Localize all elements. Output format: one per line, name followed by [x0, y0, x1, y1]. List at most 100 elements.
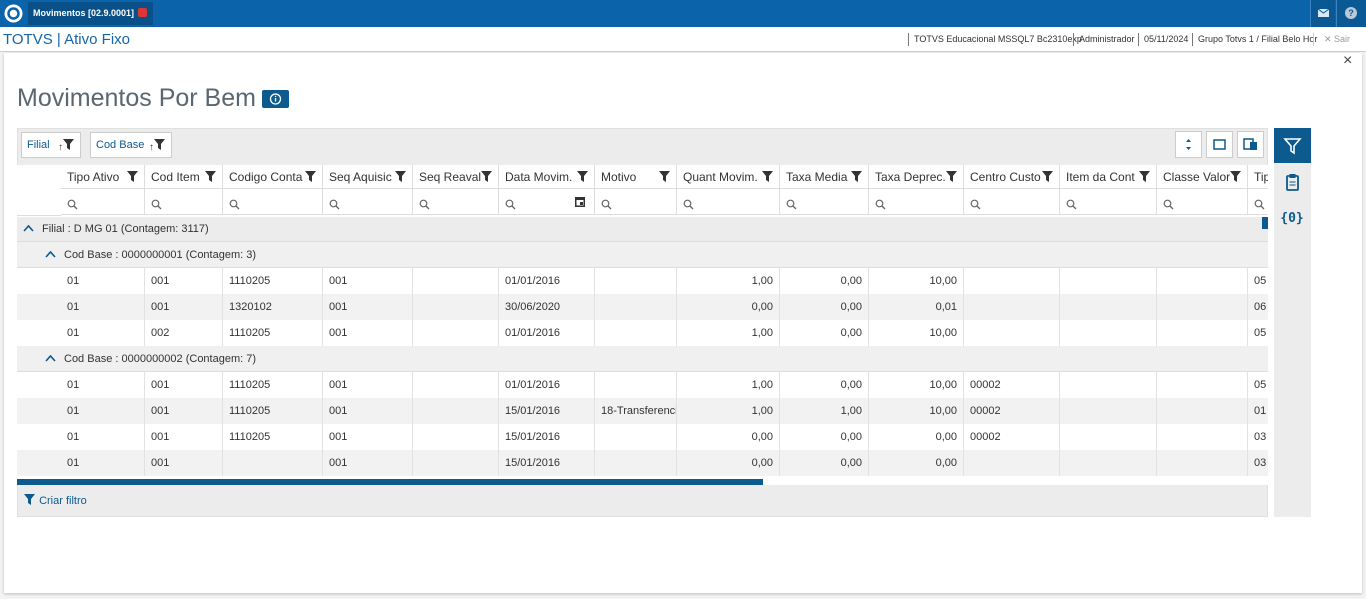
column-filter[interactable] — [946, 171, 957, 184]
column-search[interactable] — [677, 189, 780, 215]
grid-cell[interactable]: 001 — [145, 294, 223, 320]
column-header[interactable]: Classe Valor — [1157, 165, 1248, 189]
grid-cell[interactable] — [413, 398, 499, 424]
grid-cell[interactable] — [1157, 450, 1248, 476]
grid-cell[interactable] — [964, 268, 1060, 294]
grid-cell[interactable] — [413, 320, 499, 346]
grid-cell[interactable]: 1110205 — [223, 372, 323, 398]
grid-cell[interactable]: 00002 — [964, 424, 1060, 450]
grid-cell[interactable]: 00002 — [964, 372, 1060, 398]
subgroup-row[interactable]: Cod Base : 0000000002 (Contagem: 7) — [17, 346, 1268, 372]
tab-close[interactable] — [138, 8, 148, 17]
column-search[interactable] — [595, 189, 677, 215]
grid-cell[interactable]: 01/01/2016 — [499, 372, 595, 398]
grid-cell[interactable] — [1157, 320, 1248, 346]
variables-button[interactable]: {0} — [1274, 208, 1311, 228]
grid-cell[interactable]: 0,00 — [780, 320, 869, 346]
grid-cell[interactable]: 1110205 — [223, 424, 323, 450]
group-chip[interactable]: Cod Base ↑ — [90, 132, 172, 158]
column-filter[interactable] — [305, 171, 316, 184]
grid-cell[interactable]: 18-Transferenci — [595, 398, 677, 424]
grid-cell[interactable] — [595, 450, 677, 476]
grid-cell[interactable]: 10,00 — [869, 320, 964, 346]
grid-cell[interactable]: 01 — [61, 320, 145, 346]
grid-cell[interactable] — [595, 372, 677, 398]
tab[interactable]: Movimentos [02.9.0001] — [28, 2, 153, 25]
grid-cell[interactable]: 01 — [1248, 398, 1268, 424]
horizontal-scrollbar[interactable] — [17, 479, 763, 485]
grid-cell[interactable]: 01 — [61, 268, 145, 294]
help-button[interactable]: ? — [1336, 0, 1366, 27]
column-header[interactable]: Taxa Deprec. — [869, 165, 964, 189]
grid-cell[interactable]: 1,00 — [677, 372, 780, 398]
chip-icons[interactable]: ↑ — [149, 139, 165, 153]
column-header[interactable]: Taxa Media — [780, 165, 869, 189]
grid-cell[interactable]: 001 — [145, 450, 223, 476]
column-filter[interactable] — [659, 171, 670, 184]
column-search[interactable] — [145, 189, 223, 215]
grid-cell[interactable]: 001 — [323, 294, 413, 320]
column-header[interactable]: Codigo Conta — [223, 165, 323, 189]
grid-cell[interactable] — [1060, 294, 1157, 320]
logout[interactable]: ✕ Sair — [1313, 33, 1350, 46]
column-search[interactable] — [1060, 189, 1157, 215]
column-search[interactable] — [61, 189, 145, 215]
grid-cell[interactable]: 001 — [145, 398, 223, 424]
column-search[interactable] — [223, 189, 323, 215]
column-filter[interactable] — [1230, 171, 1241, 184]
grid-cell[interactable]: 0,00 — [677, 450, 780, 476]
create-filter[interactable]: Criar filtro — [24, 494, 87, 507]
grid-cell[interactable] — [964, 320, 1060, 346]
grid-cell[interactable] — [595, 294, 677, 320]
columns-button[interactable] — [1237, 131, 1264, 158]
vertical-scrollbar[interactable] — [1262, 217, 1268, 229]
grid-cell[interactable]: 01/01/2016 — [499, 320, 595, 346]
grid-cell[interactable]: 001 — [323, 268, 413, 294]
grid-cell[interactable] — [1060, 320, 1157, 346]
grid-cell[interactable]: 001 — [323, 320, 413, 346]
column-header[interactable]: Item da Cont — [1060, 165, 1157, 189]
grid-cell[interactable]: 001 — [145, 268, 223, 294]
grid-cell[interactable]: 0,00 — [677, 294, 780, 320]
grid-cell[interactable] — [413, 424, 499, 450]
grid-cell[interactable]: 0,00 — [869, 450, 964, 476]
grid-cell[interactable]: 06 — [1248, 294, 1268, 320]
grid-cell[interactable]: 03 — [1248, 450, 1268, 476]
grid-cell[interactable]: 1110205 — [223, 398, 323, 424]
grid-cell[interactable]: 0,00 — [780, 424, 869, 450]
column-search[interactable] — [1157, 189, 1248, 215]
column-header[interactable]: Seq Aquisic — [323, 165, 413, 189]
grid-cell[interactable]: 05 — [1248, 320, 1268, 346]
column-header[interactable]: Quant Movim. — [677, 165, 780, 189]
grid-cell[interactable] — [1157, 294, 1248, 320]
column-filter[interactable] — [205, 171, 216, 184]
grid-cell[interactable] — [223, 450, 323, 476]
column-header[interactable]: Centro Custo — [964, 165, 1060, 189]
column-search[interactable] — [780, 189, 869, 215]
grid-cell[interactable]: 1,00 — [677, 268, 780, 294]
grid-cell[interactable] — [595, 268, 677, 294]
grid-cell[interactable] — [1157, 398, 1248, 424]
grid-cell[interactable]: 10,00 — [869, 268, 964, 294]
grid-cell[interactable] — [1060, 268, 1157, 294]
grid-cell[interactable]: 01 — [61, 450, 145, 476]
column-filter[interactable] — [851, 171, 862, 184]
column-filter[interactable] — [577, 171, 588, 184]
group-row[interactable]: Filial : D MG 01 (Contagem: 3117) — [17, 217, 1268, 242]
grid-cell[interactable] — [1060, 372, 1157, 398]
info-button[interactable] — [262, 90, 289, 108]
column-filter[interactable] — [127, 171, 138, 184]
grid-cell[interactable] — [964, 294, 1060, 320]
density-button[interactable] — [1175, 131, 1202, 158]
grid-cell[interactable]: 1,00 — [677, 398, 780, 424]
grid-cell[interactable] — [595, 424, 677, 450]
grid-cell[interactable] — [1157, 372, 1248, 398]
grid-cell[interactable]: 002 — [145, 320, 223, 346]
grid-cell[interactable]: 01 — [61, 294, 145, 320]
column-search[interactable] — [323, 189, 413, 215]
grid-cell[interactable] — [1060, 450, 1157, 476]
grid-cell[interactable]: 001 — [323, 372, 413, 398]
column-header[interactable]: Cod Item — [145, 165, 223, 189]
grid-cell[interactable]: 01 — [61, 424, 145, 450]
column-header[interactable]: Tipo Ativo — [61, 165, 145, 189]
